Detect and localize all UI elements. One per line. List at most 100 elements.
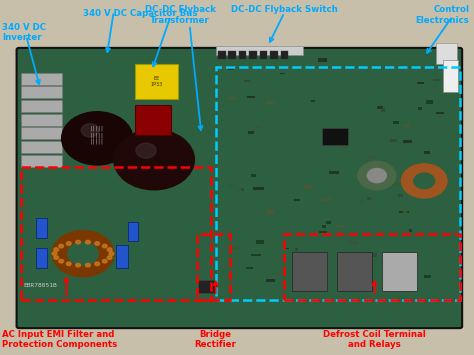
Bar xyxy=(436,43,457,64)
Bar xyxy=(326,221,331,224)
Bar xyxy=(426,100,433,104)
Circle shape xyxy=(66,262,71,266)
Text: EBR78051B: EBR78051B xyxy=(24,283,57,288)
Bar xyxy=(382,252,417,291)
Bar xyxy=(322,128,348,146)
Bar xyxy=(21,127,62,140)
Bar xyxy=(280,73,285,75)
Circle shape xyxy=(52,231,114,277)
Circle shape xyxy=(109,252,114,255)
Bar xyxy=(319,231,327,233)
Bar xyxy=(36,218,47,237)
Text: AC Input EMI Filter and
Protection Components: AC Input EMI Filter and Protection Compo… xyxy=(2,330,118,349)
Bar xyxy=(390,139,397,142)
Circle shape xyxy=(367,169,386,183)
Bar xyxy=(329,133,339,136)
Bar xyxy=(254,187,264,190)
Bar xyxy=(248,131,254,135)
Bar xyxy=(256,126,262,128)
Circle shape xyxy=(95,242,100,245)
Bar xyxy=(228,66,234,70)
Circle shape xyxy=(95,262,100,266)
Bar xyxy=(244,80,250,82)
Bar xyxy=(371,253,377,257)
Text: 340 V DC Capacitor Bus: 340 V DC Capacitor Bus xyxy=(83,9,198,18)
Bar xyxy=(418,107,422,110)
Text: Bridge
Rectifier: Bridge Rectifier xyxy=(195,330,237,349)
Bar xyxy=(128,222,138,241)
Circle shape xyxy=(102,260,107,263)
Circle shape xyxy=(85,240,90,244)
Bar xyxy=(198,280,217,293)
Bar xyxy=(246,96,255,98)
Bar xyxy=(218,51,226,59)
Text: 340 V DC
Inverter: 340 V DC Inverter xyxy=(2,23,46,43)
Circle shape xyxy=(54,248,59,251)
Bar xyxy=(398,194,403,197)
Bar xyxy=(443,60,458,92)
Bar xyxy=(216,46,303,55)
Circle shape xyxy=(62,112,133,165)
Bar xyxy=(270,51,278,59)
Bar xyxy=(265,210,274,214)
Bar xyxy=(380,178,384,181)
Bar xyxy=(36,248,47,268)
Bar xyxy=(251,253,261,256)
Bar xyxy=(304,185,312,189)
Bar xyxy=(321,198,331,201)
Text: DC-DC Flyback
Transformer: DC-DC Flyback Transformer xyxy=(145,5,216,25)
Bar xyxy=(409,229,412,231)
Circle shape xyxy=(52,252,57,255)
Text: EE
1P33: EE 1P33 xyxy=(150,76,163,87)
Circle shape xyxy=(59,260,64,263)
Bar xyxy=(239,51,246,59)
Text: DC-DC Flyback Switch: DC-DC Flyback Switch xyxy=(231,5,338,14)
Bar xyxy=(251,174,255,178)
Bar xyxy=(116,245,128,268)
Bar xyxy=(216,67,460,300)
Bar xyxy=(311,100,316,102)
Circle shape xyxy=(414,173,435,189)
Bar xyxy=(367,156,376,159)
Bar xyxy=(266,100,274,104)
Bar xyxy=(432,78,441,81)
Bar xyxy=(392,121,399,124)
Circle shape xyxy=(85,263,90,267)
Bar xyxy=(197,234,230,300)
Bar xyxy=(294,199,300,201)
Bar xyxy=(228,51,236,59)
Bar xyxy=(21,155,62,167)
Bar xyxy=(322,225,327,228)
Bar xyxy=(403,140,412,143)
FancyBboxPatch shape xyxy=(17,48,462,328)
Bar xyxy=(241,188,245,191)
Bar xyxy=(281,51,288,59)
Bar xyxy=(367,197,371,200)
Bar xyxy=(21,141,62,153)
Bar xyxy=(436,112,444,114)
Bar xyxy=(338,145,348,148)
Bar xyxy=(21,167,211,300)
Bar xyxy=(260,51,267,59)
Bar xyxy=(380,184,387,187)
Bar xyxy=(425,151,430,154)
Bar xyxy=(417,82,424,84)
Bar xyxy=(246,267,253,269)
Text: Control
Electronics: Control Electronics xyxy=(416,5,469,25)
Bar xyxy=(349,241,358,244)
Bar xyxy=(295,248,298,251)
Bar xyxy=(402,211,407,214)
Bar xyxy=(21,114,62,126)
Bar xyxy=(381,108,385,112)
Bar xyxy=(360,201,364,203)
Circle shape xyxy=(107,248,112,251)
Circle shape xyxy=(358,162,396,190)
Circle shape xyxy=(102,244,107,248)
Bar xyxy=(292,252,327,291)
Bar xyxy=(135,64,178,99)
Bar xyxy=(399,211,409,213)
Circle shape xyxy=(114,130,194,190)
Bar xyxy=(392,182,401,186)
Circle shape xyxy=(59,244,64,248)
Circle shape xyxy=(401,164,447,198)
